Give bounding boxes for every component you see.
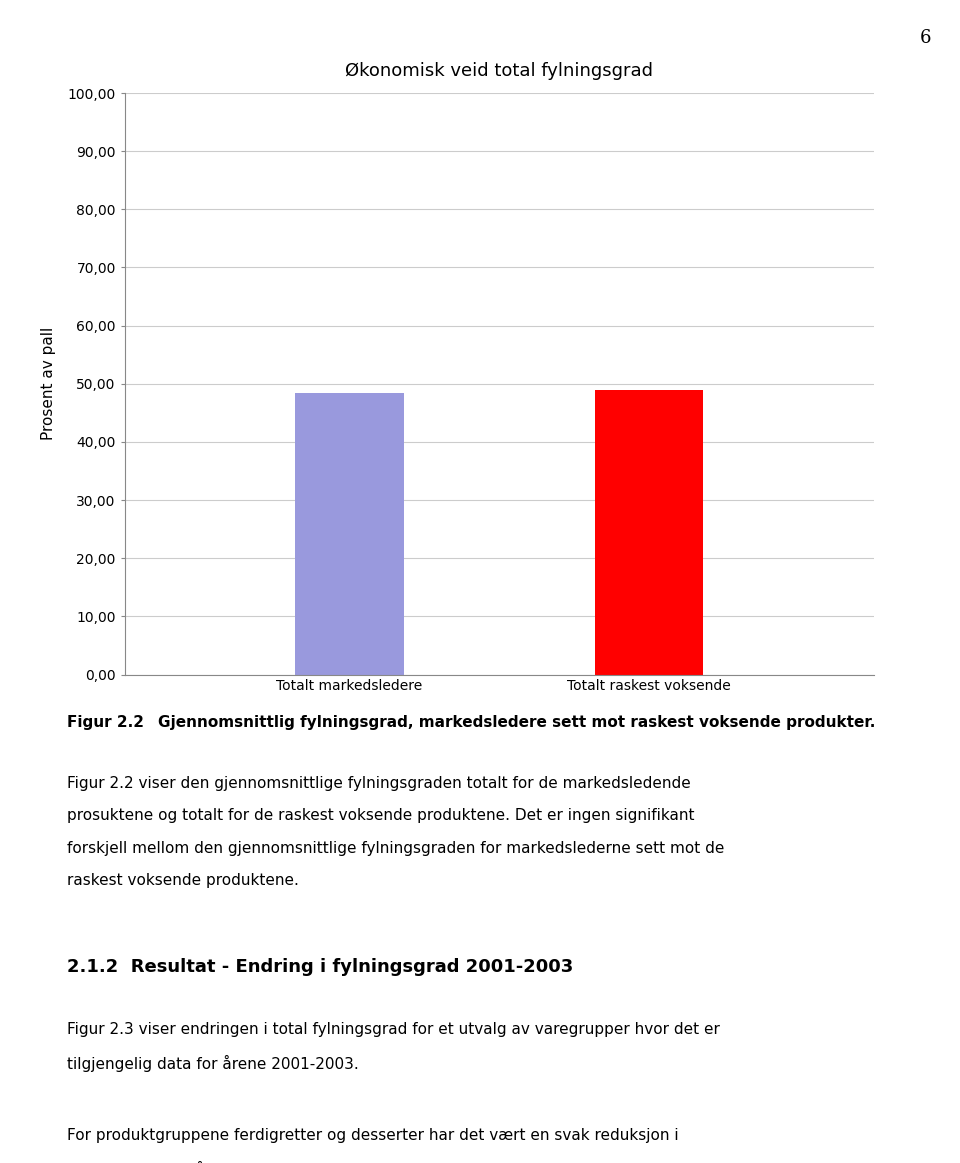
Text: Figur 2.2: Figur 2.2 <box>67 715 144 730</box>
Text: forskjell mellom den gjennomsnittlige fylningsgraden for markedslederne sett mot: forskjell mellom den gjennomsnittlige fy… <box>67 841 725 856</box>
Text: tilgjengelig data for årene 2001-2003.: tilgjengelig data for årene 2001-2003. <box>67 1055 359 1072</box>
Text: 2.1.2  Resultat - Endring i fylningsgrad 2001-2003: 2.1.2 Resultat - Endring i fylningsgrad … <box>67 958 573 976</box>
Title: Økonomisk veid total fylningsgrad: Økonomisk veid total fylningsgrad <box>346 63 653 80</box>
Text: raskest voksende produktene.: raskest voksende produktene. <box>67 873 300 889</box>
Text: fylningsgraden på pall. For de andre varegruppene som er undersøkt er fylningsgr: fylningsgraden på pall. For de andre var… <box>67 1161 737 1163</box>
Text: 6: 6 <box>920 29 931 47</box>
Bar <box>594 390 704 675</box>
Text: prosuktene og totalt for de raskest voksende produktene. Det er ingen signifikan: prosuktene og totalt for de raskest voks… <box>67 808 695 823</box>
Text: Figur 2.2 viser den gjennomsnittlige fylningsgraden totalt for de markedsledende: Figur 2.2 viser den gjennomsnittlige fyl… <box>67 776 691 791</box>
Text: For produktgruppene ferdigretter og desserter har det vært en svak reduksjon i: For produktgruppene ferdigretter og dess… <box>67 1128 679 1143</box>
Bar <box>295 393 404 675</box>
Y-axis label: Prosent av pall: Prosent av pall <box>41 327 57 441</box>
Text: Gjennomsnittlig fylningsgrad, markedsledere sett mot raskest voksende produkter.: Gjennomsnittlig fylningsgrad, markedsled… <box>158 715 876 730</box>
Text: Figur 2.3 viser endringen i total fylningsgrad for et utvalg av varegrupper hvor: Figur 2.3 viser endringen i total fylnin… <box>67 1022 720 1037</box>
